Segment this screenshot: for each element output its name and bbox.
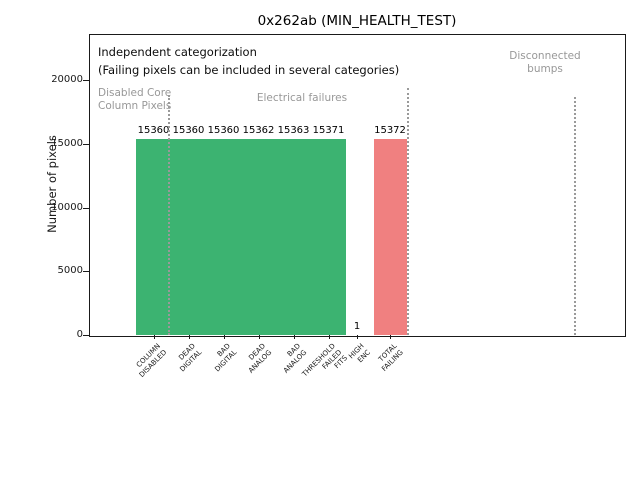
y-axis-label: Number of pixels [45, 135, 59, 233]
chart-title: 0x262ab (MIN_HEALTH_TEST) [257, 13, 457, 29]
bar-value-label-column-disabled: 15360 [137, 125, 170, 137]
bar-value-label-threshold-failed-fits: 15371 [312, 125, 345, 137]
x-tick-label-total-failing: TOTAL FAILING [377, 342, 405, 373]
bar-bad-analog [276, 139, 311, 335]
x-tick-mark-high-enc [357, 335, 358, 339]
bar-value-label-bad-digital: 15360 [207, 125, 240, 137]
bar-dead-analog [241, 139, 276, 335]
y-tick-mark-15000 [83, 143, 89, 145]
y-tick-mark-20000 [83, 80, 89, 81]
y-tick-label-15000: 15000 [51, 137, 83, 149]
x-tick-label-bad-digital: BAD DIGITAL [213, 342, 239, 374]
y-tick-mark-10000 [83, 207, 89, 209]
x-tick-mark-threshold-failed-fits [328, 335, 330, 339]
bar-dead-digital [171, 139, 206, 335]
x-tick-mark-dead-analog [258, 335, 260, 339]
x-tick-mark-column-disabled [153, 335, 155, 339]
bar-value-label-bad-analog: 15363 [277, 125, 310, 137]
section-label-disconnected-bumps: Disconnected bumps [509, 50, 581, 75]
x-tick-label-dead-analog: DEAD ANALOG [246, 342, 274, 375]
bar-value-label-dead-digital: 15360 [172, 125, 205, 137]
y-tick-label-10000: 10000 [51, 201, 83, 213]
bar-value-label-high-enc: 1 [353, 320, 361, 332]
y-tick-mark-0 [83, 335, 89, 336]
bar-column-disabled [136, 139, 171, 335]
bar-threshold-failed-fits [311, 139, 346, 335]
bar-total-failing [373, 139, 407, 335]
bar-bad-digital [206, 139, 241, 335]
x-tick-label-column-disabled: COLUMN DISABLED [135, 342, 169, 379]
x-tick-label-dead-digital: DEAD DIGITAL [177, 342, 204, 374]
x-tick-label-threshold-failed-fits: THRESHOLD FAILED FITS [300, 342, 350, 379]
y-tick-mark-5000 [83, 271, 89, 273]
annotation-independent-categorization: Independent categorization [98, 45, 257, 59]
y-tick-label-5000: 5000 [57, 265, 83, 277]
annotation-categories-note: (Failing pixels can be included in sever… [98, 63, 400, 77]
separator-line-2 [407, 88, 409, 335]
bar-value-label-dead-analog: 15362 [242, 125, 275, 137]
x-tick-mark-dead-digital [188, 335, 190, 339]
section-label-electrical-failures: Electrical failures [256, 92, 348, 104]
bar-value-label-total-failing: 15372 [374, 125, 406, 136]
x-tick-mark-bad-analog [293, 335, 295, 339]
separator-line-3 [574, 97, 576, 335]
separator-line-1 [168, 95, 170, 335]
x-tick-label-high-enc: HIGH ENC [347, 342, 372, 364]
x-tick-mark-total-failing [390, 335, 391, 339]
section-label-disabled-core: Disabled Core Column Pixels [98, 87, 172, 112]
y-tick-label-0: 0 [76, 329, 83, 340]
y-tick-label-20000: 20000 [51, 74, 83, 85]
x-tick-mark-bad-digital [223, 335, 225, 339]
